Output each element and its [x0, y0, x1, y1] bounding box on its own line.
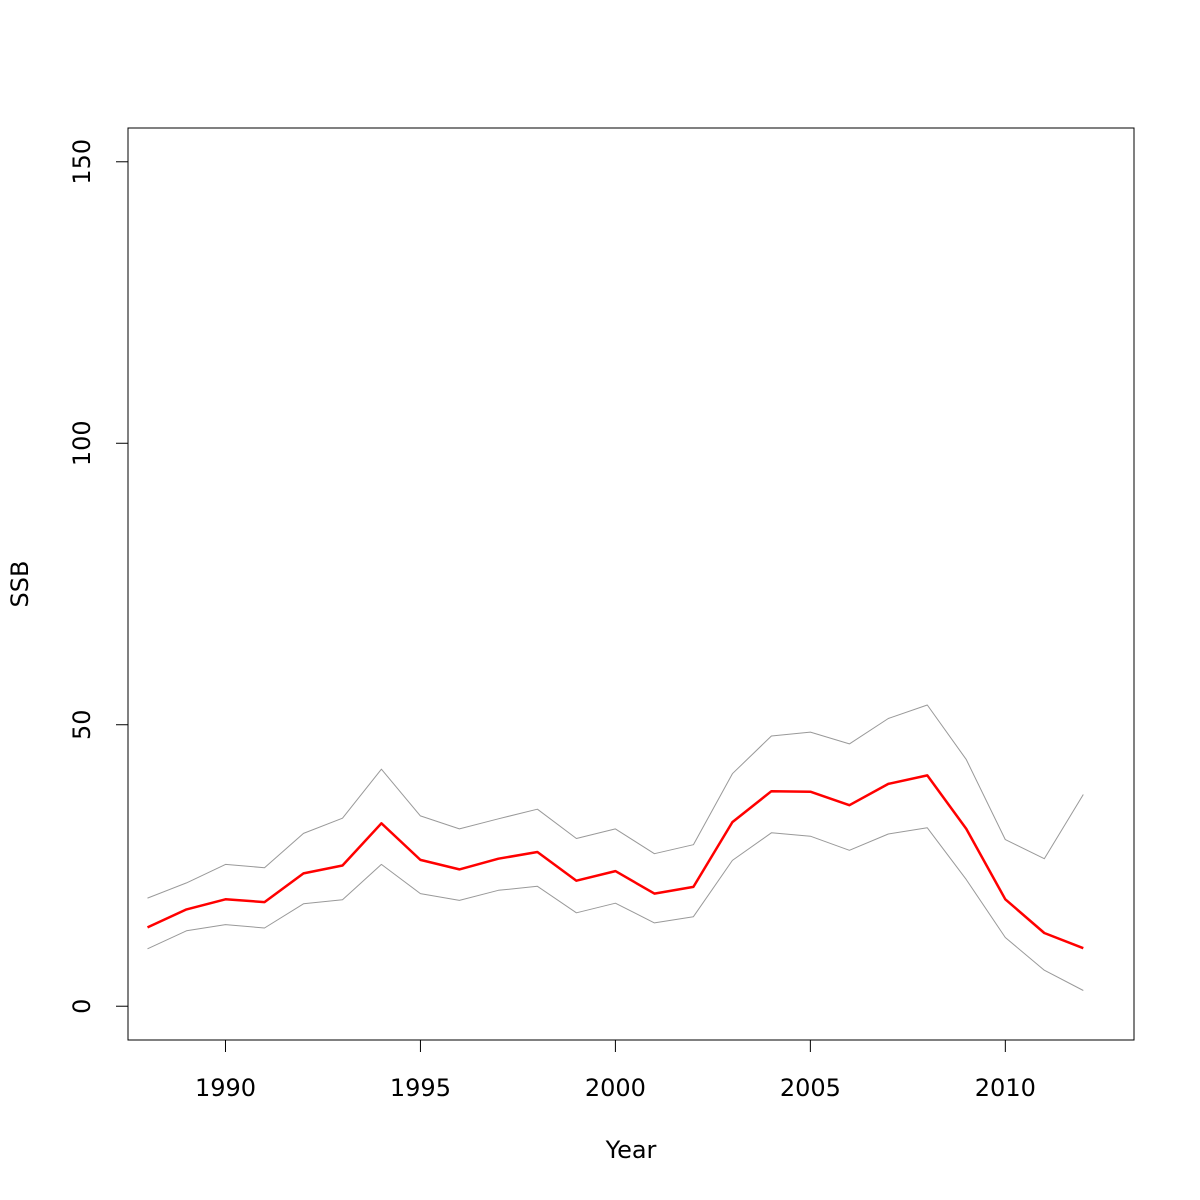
y-tick-label: 150 — [68, 139, 96, 185]
x-tick-label: 2005 — [780, 1074, 841, 1102]
x-tick-label: 2010 — [975, 1074, 1036, 1102]
y-tick-label: 50 — [68, 709, 96, 740]
plot-frame — [127, 127, 1135, 1041]
y-tick-label: 0 — [68, 999, 96, 1014]
x-axis: 1990 1995 2000 2005 2010 — [195, 1039, 1036, 1102]
x-axis-title: Year — [605, 1136, 657, 1164]
series-line-lower — [147, 827, 1084, 991]
series-line-estimate — [146, 774, 1084, 950]
series-line-upper — [147, 704, 1084, 899]
y-tick-label: 100 — [68, 420, 96, 466]
x-tick-label: 1990 — [195, 1074, 256, 1102]
y-axis-title: SSB — [6, 561, 34, 608]
x-tick-label: 1995 — [390, 1074, 451, 1102]
y-axis: 0 50 100 150 — [68, 139, 129, 1014]
series-layer — [146, 704, 1084, 991]
x-tick-label: 2000 — [585, 1074, 646, 1102]
